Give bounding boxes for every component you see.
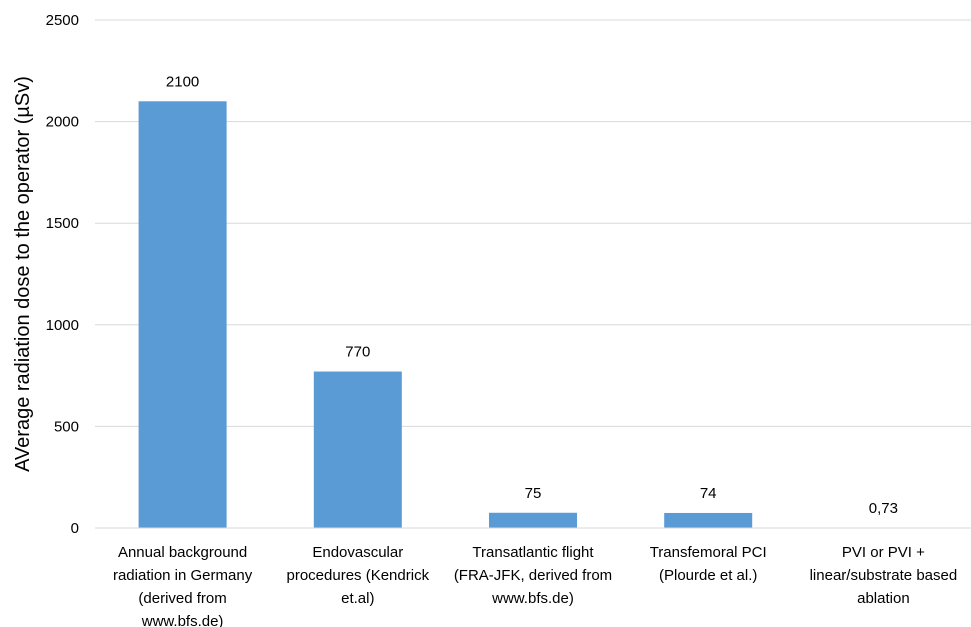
category-label-line: procedures (Kendrick — [287, 567, 430, 584]
y-tick-label: 2500 — [46, 12, 79, 29]
data-label: 74 — [700, 485, 717, 502]
category-label: PVI or PVI + linear/substrate based ablati… — [810, 544, 958, 607]
bar — [313, 371, 402, 528]
y-axis-ticks: 0 500 1000 1500 2000 2500 — [46, 12, 79, 537]
y-tick-label: 500 — [54, 418, 79, 435]
bars — [138, 101, 928, 528]
category-label-line: www.bfs.de) — [141, 613, 224, 627]
category-label-line: (FRA-JFK, derived from — [454, 567, 612, 584]
category-label: Endovascular procedures (Kendrick et.al) — [287, 544, 430, 607]
category-label: Transatlantic flight (FRA-JFK, derived fr… — [454, 544, 612, 607]
category-label-line: linear/substrate based — [810, 567, 958, 584]
category-label-line: Endovascular — [312, 544, 403, 561]
data-label: 2100 — [166, 73, 199, 90]
y-tick-label: 2000 — [46, 114, 79, 131]
category-label-line: (Plourde et al.) — [659, 567, 757, 584]
category-labels: Annual background radiation in Germany (de… — [113, 544, 957, 627]
y-tick-label: 0 — [71, 520, 79, 537]
data-label: 0,73 — [869, 500, 898, 517]
category-label-line: (derived from — [138, 590, 226, 607]
y-tick-label: 1500 — [46, 215, 79, 232]
category-label-line: PVI or PVI + — [842, 544, 925, 561]
bar — [138, 101, 227, 528]
bar — [489, 512, 577, 528]
category-label-line: radiation in Germany — [113, 567, 253, 584]
category-label: Transfemoral PCI (Plourde et al.) — [650, 544, 767, 584]
data-label: 770 — [345, 344, 370, 361]
category-label-line: www.bfs.de) — [491, 590, 574, 607]
data-label: 75 — [525, 485, 542, 502]
gridlines — [95, 19, 971, 427]
category-label: Annual background radiation in Germany (de… — [113, 544, 253, 627]
category-label-line: ablation — [857, 590, 910, 607]
y-axis-title: AVerage radiation dose to the operator (… — [12, 76, 34, 472]
category-label-line: Annual background — [118, 544, 247, 561]
data-labels: 2100 770 75 74 0,73 — [166, 73, 898, 517]
category-label-line: Transfemoral PCI — [650, 544, 767, 561]
category-label-line: et.al) — [341, 590, 374, 607]
category-label-line: Transatlantic flight — [472, 544, 594, 561]
bar — [664, 512, 753, 528]
y-tick-label: 1000 — [46, 317, 79, 334]
